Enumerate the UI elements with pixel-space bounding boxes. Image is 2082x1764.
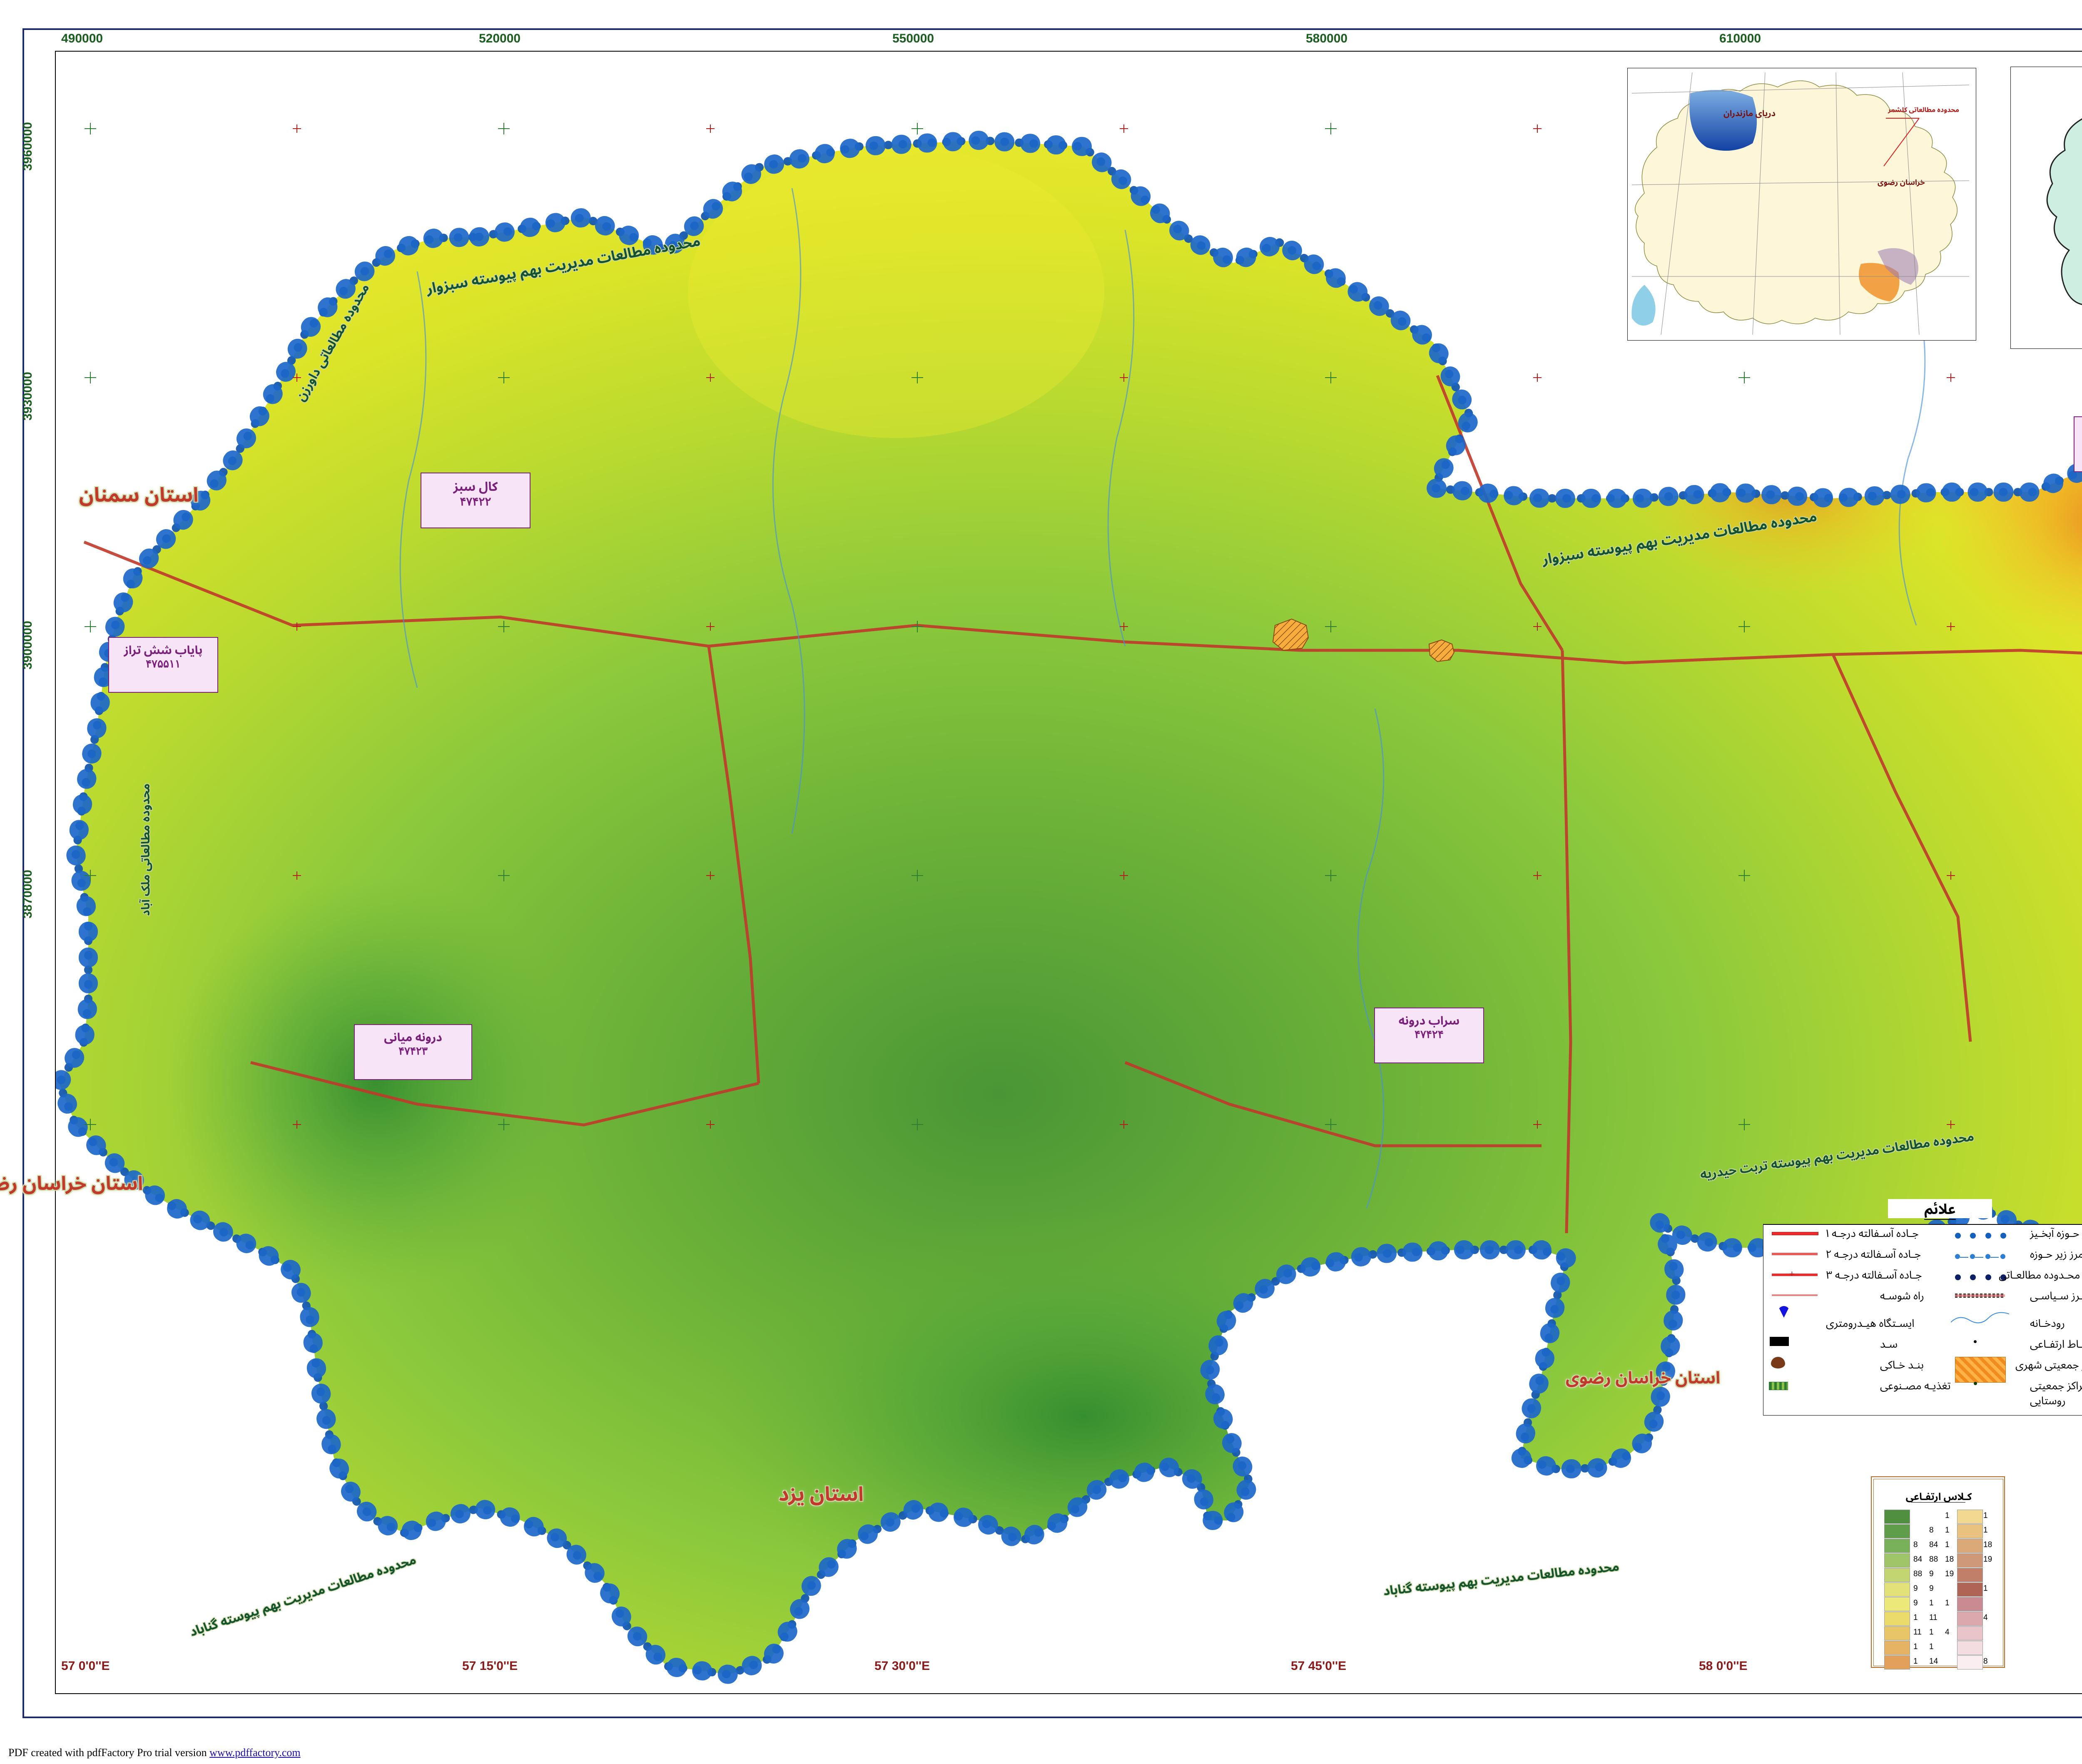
svg-text:محدوده مطالعاتی کلشمر: محدوده مطالعاتی کلشمر [1888,105,1959,114]
svg-text:خراسان رضوی: خراسان رضوی [1878,177,1925,187]
svg-text:دریای مازندران: دریای مازندران [1723,107,1776,119]
